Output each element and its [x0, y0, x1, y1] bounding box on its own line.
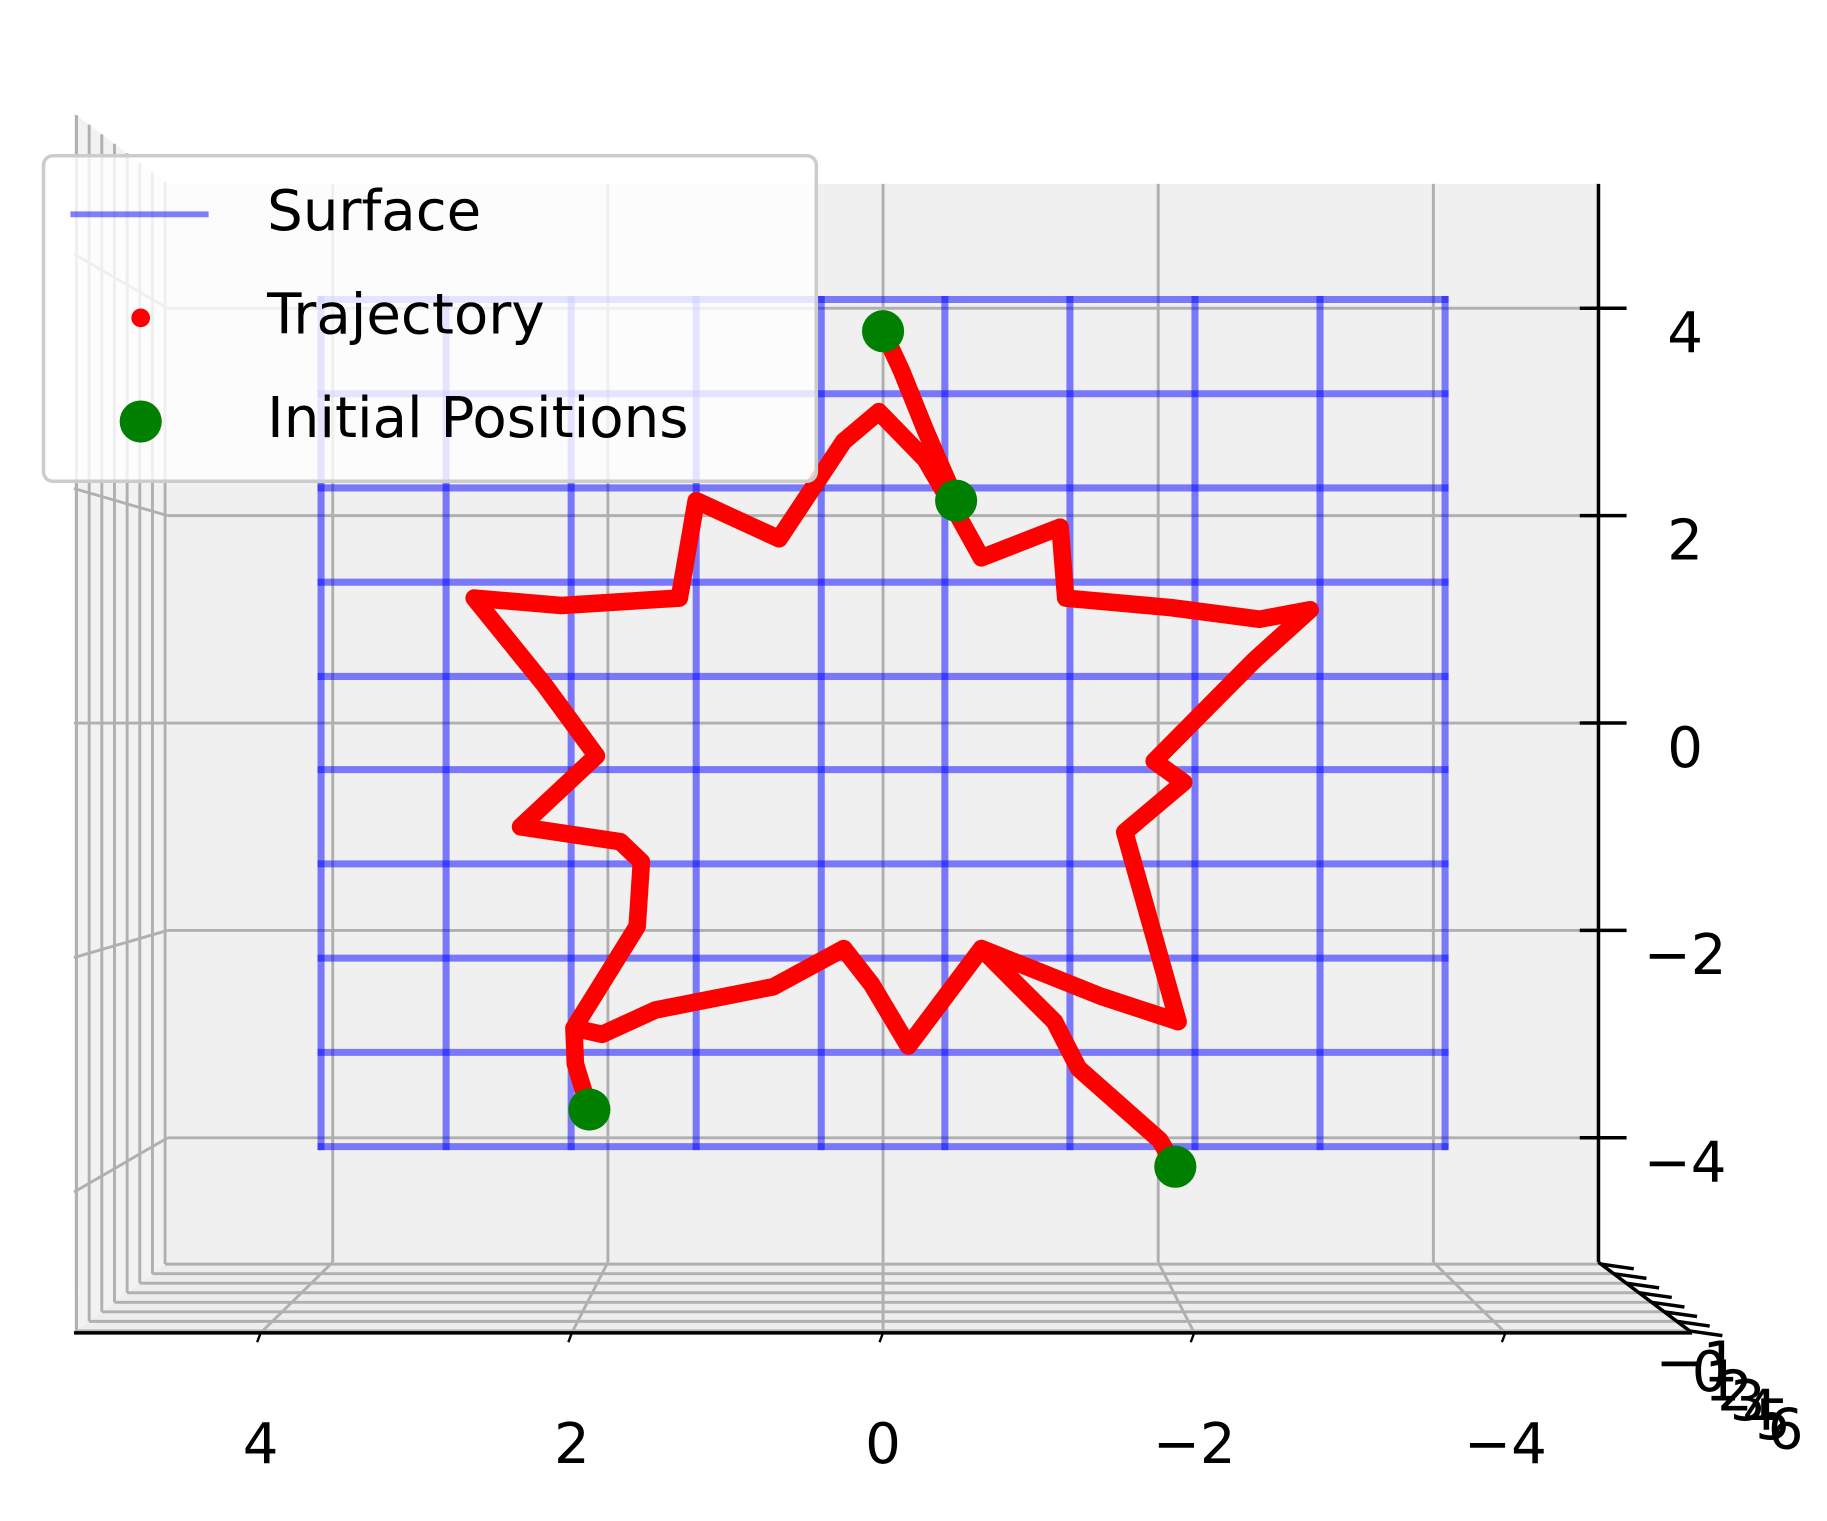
z-tick-mark — [1689, 1329, 1723, 1338]
z-tick-label: 1 — [1704, 1350, 1740, 1415]
legend-label: Trajectory — [266, 283, 544, 348]
legend-box — [41, 153, 819, 483]
z-tick-label: 5 — [1755, 1388, 1791, 1453]
legend-label: Initial Positions — [267, 386, 688, 451]
x-tick-label: 0 — [865, 1412, 901, 1477]
x-tick-label: −4 — [1464, 1412, 1547, 1477]
legend-label: Surface — [267, 179, 481, 244]
z-axis — [1597, 1260, 1694, 1335]
y-tick-label: 2 — [1667, 508, 1703, 573]
y-tick-label: −2 — [1644, 923, 1727, 988]
x-tick-label: 4 — [243, 1412, 279, 1477]
trajectory — [465, 322, 1319, 1176]
z-tick-mark — [1664, 1310, 1698, 1319]
initial-position — [1154, 1145, 1197, 1188]
y-tick-label: 4 — [1667, 301, 1703, 366]
z-tick-mark — [1638, 1291, 1673, 1300]
z-tick-mark — [1651, 1300, 1685, 1309]
z-tick-label: 2 — [1717, 1359, 1753, 1424]
x-tick-label: 2 — [554, 1412, 590, 1477]
legend-handle — [119, 400, 162, 443]
y-tick-label: −4 — [1644, 1131, 1727, 1196]
z-tick-mark — [1613, 1271, 1647, 1281]
z-tick-mark — [1600, 1262, 1635, 1271]
y-tick-label: 0 — [1667, 716, 1703, 781]
legend-handle — [131, 308, 151, 328]
initial-position — [935, 479, 978, 522]
initial-position — [861, 310, 905, 353]
z-tick-mark — [1676, 1319, 1710, 1328]
legend: Surface Trajectory Initial Positions — [41, 153, 819, 483]
z-tick-mark — [1626, 1281, 1660, 1290]
z-tick-label: −1 — [1656, 1331, 1739, 1396]
x-tick-label: −2 — [1153, 1412, 1236, 1477]
z-tick-label: 3 — [1730, 1369, 1766, 1434]
z-tick-label: 4 — [1742, 1378, 1778, 1443]
z-tick-label: 0 — [1692, 1340, 1728, 1405]
initial-position — [568, 1088, 611, 1131]
z-tick-label: 6 — [1768, 1397, 1804, 1462]
